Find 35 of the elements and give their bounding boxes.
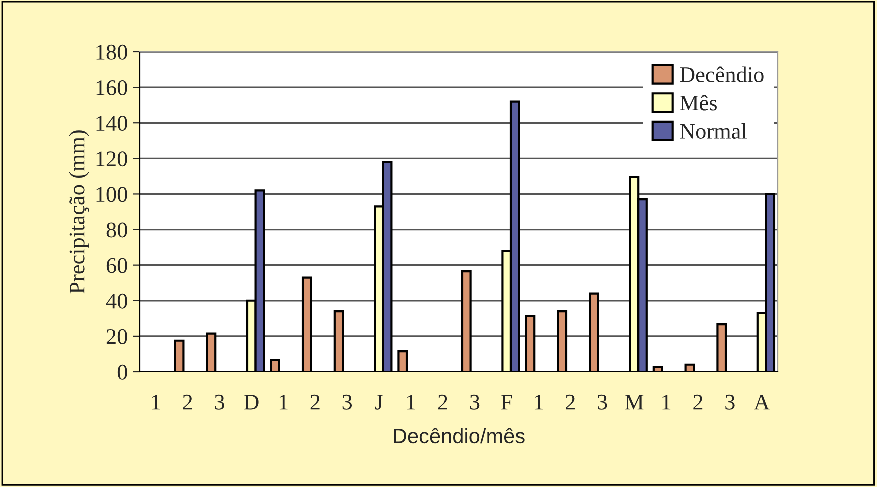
x-tick-label: J bbox=[375, 395, 384, 410]
y-tick-label: 60 bbox=[106, 258, 128, 274]
y-tick-label: 180 bbox=[96, 44, 128, 60]
x-tick-label: 1 bbox=[152, 394, 160, 410]
x-tick-label: 1 bbox=[662, 394, 671, 410]
x-tick-label: 2 bbox=[438, 394, 448, 410]
x-tick-label: 3 bbox=[215, 394, 224, 410]
x-tick-label: 1 bbox=[408, 394, 416, 410]
legend-label: Normal bbox=[680, 123, 747, 140]
x-tick-label: A bbox=[754, 394, 770, 410]
x-tick-label: M bbox=[625, 395, 644, 410]
x-tick-label: 2 bbox=[183, 394, 192, 410]
x-tick-label: 2 bbox=[694, 394, 703, 410]
x-tick-label: 2 bbox=[566, 394, 575, 410]
x-tick-label: D bbox=[244, 395, 259, 410]
x-tick-label: 1 bbox=[535, 394, 543, 410]
x-tick-label: 3 bbox=[598, 394, 608, 410]
legend-label: Decêndio bbox=[680, 66, 764, 82]
y-tick-label: 40 bbox=[106, 294, 128, 309]
legend-label: Mês bbox=[680, 95, 717, 111]
y-tick-label: 140 bbox=[96, 116, 128, 132]
y-tick-label: 80 bbox=[106, 222, 128, 238]
y-tick-label: 0 bbox=[118, 364, 128, 380]
x-tick-label: 3 bbox=[726, 394, 735, 410]
y-tick-label: 100 bbox=[96, 187, 128, 202]
x-tick-label: 3 bbox=[470, 394, 480, 410]
x-axis-title: Decêndio/mês bbox=[394, 428, 525, 444]
y-tick-label: 120 bbox=[96, 152, 128, 167]
y-axis-title: Precipitação (mm) bbox=[69, 130, 90, 294]
y-tick-label: 20 bbox=[106, 329, 128, 344]
x-tick-label: 2 bbox=[310, 394, 320, 410]
y-tick-label: 160 bbox=[96, 80, 128, 96]
x-tick-label: 3 bbox=[342, 394, 352, 410]
x-tick-label: 1 bbox=[280, 394, 288, 410]
x-tick-label: F bbox=[501, 395, 512, 410]
